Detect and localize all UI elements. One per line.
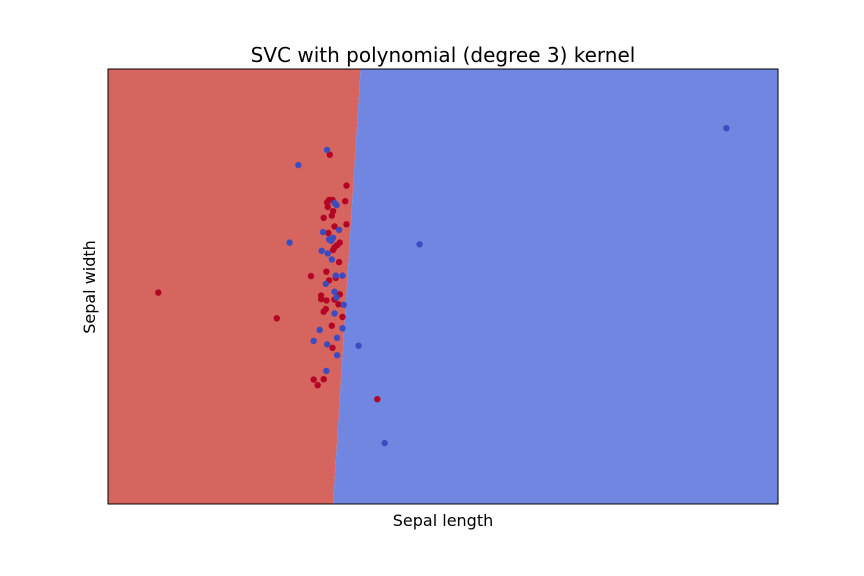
data-point-blue	[316, 326, 323, 334]
data-point-red	[317, 295, 325, 303]
data-point-blue	[339, 325, 346, 332]
data-point-blue	[322, 280, 329, 288]
chart-title: SVC with polynomial (degree 3) kernel	[251, 43, 636, 67]
data-point-blue	[335, 226, 343, 234]
data-point-red	[339, 313, 346, 321]
data-point-blue	[333, 202, 340, 209]
data-point-blue	[416, 241, 423, 248]
data-point-blue	[355, 342, 362, 349]
data-point-red	[331, 223, 338, 230]
decision-region-red	[108, 69, 361, 504]
data-point-blue	[333, 294, 340, 301]
plot-area	[107, 68, 779, 505]
data-point-blue	[295, 161, 302, 169]
data-point-blue	[286, 239, 293, 246]
decision-region-blue	[333, 69, 778, 504]
y-axis-label: Sepal width	[80, 240, 99, 334]
data-point-red	[343, 221, 350, 228]
data-point-red	[335, 258, 343, 266]
data-point-red	[374, 396, 381, 403]
data-point-blue	[328, 256, 335, 263]
data-point-red	[326, 151, 333, 158]
data-point-red	[310, 376, 317, 383]
data-point-red	[343, 182, 350, 189]
data-point-red	[320, 376, 327, 383]
data-point-red	[307, 272, 315, 280]
data-point-red	[273, 315, 280, 322]
data-point-blue	[318, 247, 325, 254]
data-point-blue	[323, 367, 330, 375]
data-point-red	[328, 212, 335, 219]
data-point-blue	[310, 337, 317, 345]
data-point-blue	[340, 301, 347, 308]
data-point-red	[323, 268, 330, 275]
data-point-red	[155, 289, 162, 296]
data-point-red	[323, 199, 331, 206]
data-points	[155, 125, 730, 447]
data-point-red	[333, 242, 341, 249]
data-point-blue	[323, 146, 331, 154]
data-point-blue	[327, 237, 335, 244]
data-point-blue	[381, 439, 388, 447]
data-point-red	[335, 301, 342, 308]
data-point-blue	[323, 341, 331, 348]
data-point-blue	[333, 352, 341, 359]
data-point-blue	[332, 272, 339, 279]
data-point-red	[329, 344, 336, 351]
data-point-red	[323, 297, 330, 304]
data-point-blue	[324, 250, 331, 257]
data-point-red	[314, 382, 321, 389]
plot-frame	[107, 68, 779, 505]
data-point-blue	[333, 334, 341, 341]
data-point-red	[320, 214, 327, 221]
data-point-blue	[339, 272, 346, 279]
data-point-red	[320, 308, 327, 315]
data-point-blue	[723, 125, 730, 132]
data-point-red	[342, 198, 349, 205]
data-point-blue	[331, 288, 338, 295]
data-point-blue	[319, 228, 327, 236]
x-axis-label: Sepal length	[393, 511, 494, 530]
data-point-blue	[331, 310, 338, 317]
data-point-red	[328, 322, 335, 329]
data-point-red	[325, 229, 332, 237]
